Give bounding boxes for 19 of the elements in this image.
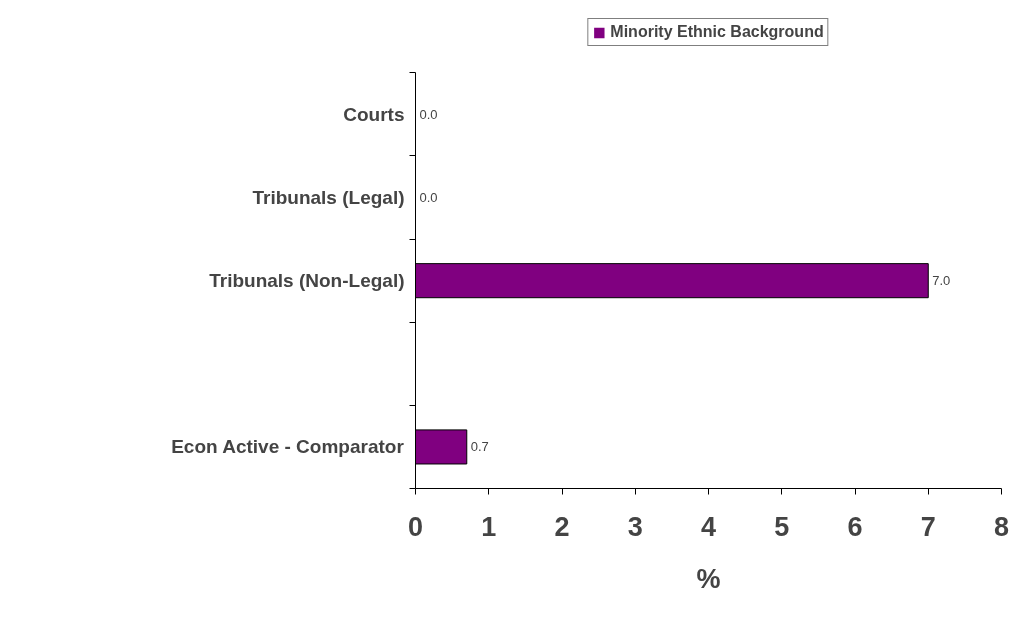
x-tick-label: 6: [847, 511, 863, 542]
x-tick-label: 4: [700, 511, 717, 542]
y-tick-label: Tribunals (Legal): [252, 187, 405, 209]
x-tick-label: 2: [554, 511, 570, 542]
y-tick-label: Courts: [343, 103, 405, 125]
data-label: 0.0: [419, 106, 438, 122]
y-tick-label: Econ Active - Comparator: [171, 436, 405, 458]
x-tick-label: 0: [407, 511, 424, 542]
data-label: 0.7: [470, 439, 489, 455]
y-tick-label: Tribunals (Non-Legal): [209, 270, 405, 292]
data-label: 7.0: [932, 273, 951, 289]
legend-label: Minority Ethnic Background: [610, 23, 824, 41]
data-label: 0.0: [419, 190, 438, 206]
x-tick-label: 8: [993, 511, 1010, 542]
x-axis-title: %: [696, 563, 721, 594]
x-tick-label: 1: [481, 511, 497, 542]
x-tick-label: 7: [920, 511, 936, 542]
x-tick-label: 5: [774, 511, 790, 542]
x-tick-label: 3: [627, 511, 643, 542]
